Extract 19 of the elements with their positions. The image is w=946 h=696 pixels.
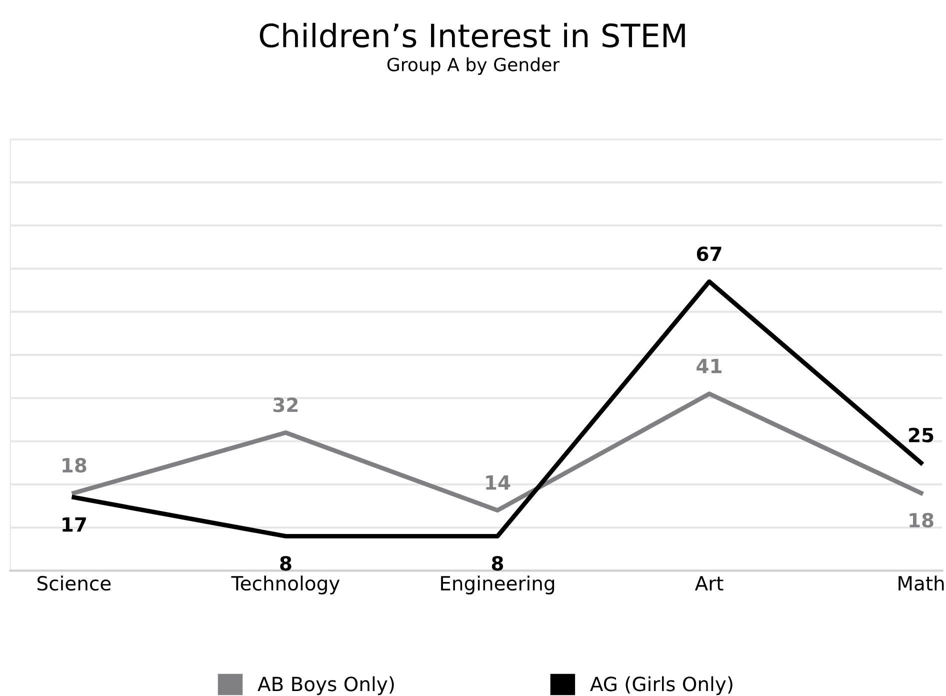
data-label: 8 xyxy=(492,556,504,571)
x-tick-label: Engineering xyxy=(441,576,554,594)
legend-label: AB Boys Only) xyxy=(258,676,394,696)
data-label: 67 xyxy=(696,246,722,262)
data-label: 25 xyxy=(909,428,934,442)
x-tick-label: Science xyxy=(38,576,111,591)
x-tick-label: Technology xyxy=(231,576,340,594)
data-label: 41 xyxy=(696,358,722,374)
data-label: 18 xyxy=(62,458,86,473)
chart-subtitle: Group A by Gender xyxy=(387,57,560,75)
x-tick-label: Math xyxy=(898,576,944,591)
chart-title: Children’s Interest in STEM xyxy=(260,22,685,48)
data-label: 8 xyxy=(280,556,292,571)
x-tick-label: Art xyxy=(694,576,724,590)
data-label: 18 xyxy=(910,512,934,528)
legend-label: AG (Girls Only) xyxy=(590,676,732,696)
data-label: 32 xyxy=(273,397,298,412)
data-label: 17 xyxy=(62,517,86,532)
data-label: 14 xyxy=(486,475,510,490)
